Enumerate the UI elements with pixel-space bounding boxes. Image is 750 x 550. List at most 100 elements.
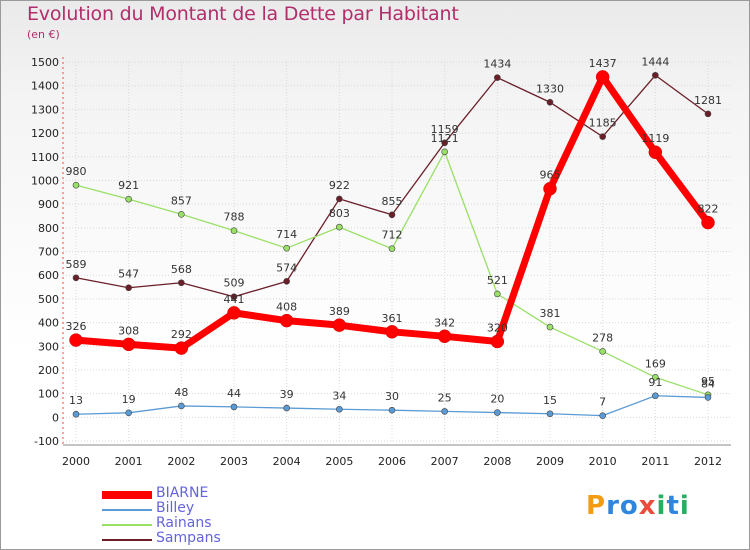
legend-swatch <box>102 523 152 526</box>
data-point <box>125 284 132 292</box>
x-tick-label: 2005 <box>325 455 353 468</box>
data-label: 1119 <box>641 132 669 145</box>
data-label: 320 <box>487 322 508 335</box>
data-point <box>178 279 185 287</box>
data-label: 95 <box>701 375 715 388</box>
data-label: 441 <box>224 293 245 306</box>
data-label: 15 <box>543 394 557 407</box>
y-tick-label: 1200 <box>31 127 59 140</box>
legend-label: BIARNE <box>156 485 209 501</box>
data-label: 855 <box>382 195 403 208</box>
data-point <box>599 348 606 355</box>
data-label: 48 <box>174 386 188 399</box>
data-label: 361 <box>382 312 403 325</box>
data-point <box>437 329 452 344</box>
chart-title: Evolution du Montant de la Dette par Hab… <box>27 3 459 25</box>
y-tick-label: 800 <box>38 222 59 235</box>
data-label: 84 <box>701 377 715 390</box>
data-point <box>279 313 294 328</box>
data-label: 389 <box>329 305 350 318</box>
brand-letter: i <box>679 491 690 521</box>
data-point <box>385 325 399 339</box>
brand-letter: r <box>606 491 620 521</box>
data-point <box>543 181 557 196</box>
data-point <box>283 278 290 285</box>
data-point <box>72 274 80 282</box>
data-label: 922 <box>329 179 350 192</box>
data-label: 803 <box>329 207 350 220</box>
data-point <box>388 245 396 252</box>
data-label: 278 <box>592 331 613 344</box>
x-tick-label: 2007 <box>431 455 459 468</box>
data-point <box>494 74 501 81</box>
y-tick-label: 200 <box>38 364 59 377</box>
data-point <box>72 181 80 189</box>
data-point <box>441 408 448 415</box>
data-point <box>125 409 132 417</box>
data-point <box>230 403 238 411</box>
data-label: 921 <box>118 179 139 192</box>
data-point <box>704 110 712 118</box>
y-tick-label: 100 <box>38 388 59 401</box>
chart-unit-label: (en €) <box>27 28 60 41</box>
data-point <box>546 410 554 418</box>
data-point <box>174 341 189 355</box>
data-point <box>121 337 136 352</box>
data-label: 822 <box>698 203 719 216</box>
y-tick-label: 1100 <box>31 151 59 164</box>
y-tick-label: 1000 <box>31 174 59 187</box>
data-point <box>546 98 554 106</box>
data-label: 1185 <box>589 117 617 130</box>
data-label: 292 <box>171 328 192 341</box>
data-label: 714 <box>276 228 297 241</box>
data-label: 308 <box>118 324 139 337</box>
proxiti-logo: Proxiti <box>586 491 690 521</box>
brand-letter: x <box>638 491 657 521</box>
data-label: 19 <box>122 393 136 406</box>
data-point <box>125 195 132 203</box>
y-tick-label: 1300 <box>31 103 59 116</box>
legend-swatch <box>102 538 152 541</box>
x-tick-label: 2003 <box>220 455 248 468</box>
data-point <box>441 148 448 156</box>
data-point <box>69 333 83 347</box>
y-tick-label: 600 <box>38 269 59 282</box>
data-point <box>490 334 505 349</box>
data-point <box>230 293 238 301</box>
data-point <box>178 211 185 218</box>
data-point <box>230 227 238 234</box>
data-label: 788 <box>224 211 245 224</box>
legend-label: Rainans <box>156 515 212 531</box>
data-label: 39 <box>280 388 294 401</box>
x-tick-label: 2000 <box>62 455 90 468</box>
x-tick-label: 2001 <box>115 455 143 468</box>
y-tick-label: 400 <box>38 317 59 330</box>
brand-letter: P <box>586 491 607 521</box>
data-label: 965 <box>540 169 561 182</box>
x-tick-label: 2006 <box>378 455 406 468</box>
y-tick-label: 700 <box>38 246 59 259</box>
y-tick-label: 900 <box>38 198 59 211</box>
legend-swatch <box>102 508 152 511</box>
data-point <box>72 410 80 418</box>
data-point <box>648 145 663 159</box>
data-point <box>704 394 712 401</box>
data-point <box>336 405 343 413</box>
y-tick-label: 1400 <box>31 80 59 93</box>
data-point <box>652 71 659 79</box>
y-tick-label: 300 <box>38 340 59 353</box>
data-label: 342 <box>434 316 455 329</box>
data-label: 1434 <box>483 58 511 71</box>
y-tick-label: 500 <box>38 293 59 306</box>
data-label: 408 <box>276 301 297 314</box>
data-point <box>494 290 501 298</box>
data-label: 25 <box>438 391 452 404</box>
data-label: 589 <box>66 258 87 271</box>
data-point <box>599 412 606 419</box>
data-point <box>283 404 290 412</box>
data-label: 1281 <box>694 94 722 107</box>
data-point <box>283 244 290 252</box>
data-point <box>652 392 659 400</box>
x-tick-label: 2011 <box>641 455 669 468</box>
